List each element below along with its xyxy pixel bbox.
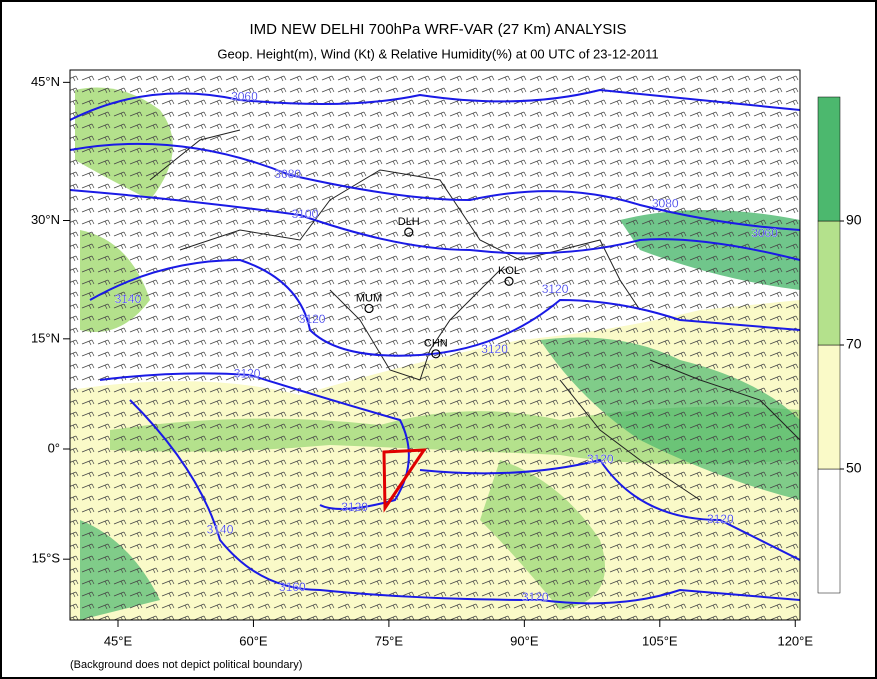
lon-tick-label: 120°E	[777, 633, 813, 648]
colorbar-band	[817, 96, 841, 222]
subtitle: Geop. Height(m), Wind (Kt) & Relative Hu…	[217, 46, 658, 61]
colorbar-band	[817, 468, 841, 594]
title: IMD NEW DELHI 700hPa WRF-VAR (27 Km) ANA…	[249, 21, 626, 38]
contour-label: 3120	[341, 500, 368, 514]
map-field	[70, 70, 800, 620]
city-marker	[504, 276, 514, 286]
contour-label: 3080	[652, 197, 679, 211]
lon-tick-label: 60°E	[239, 633, 268, 648]
city-marker	[404, 227, 414, 237]
map-border	[69, 69, 801, 621]
contour-label: 3140	[115, 292, 142, 306]
lon-tick-label: 75°E	[375, 633, 404, 648]
colorbar-band	[817, 220, 841, 346]
lat-tick-label: 15°N	[31, 330, 60, 345]
lat-tick-label: 45°N	[31, 74, 60, 89]
contour-label: 3060	[751, 226, 778, 240]
lon-tick-label: 90°E	[510, 633, 539, 648]
contour-label: 3100	[292, 207, 319, 221]
contour-label: 3160	[279, 580, 306, 594]
city-label: KOL	[498, 265, 520, 277]
contour-label: 3120	[587, 452, 614, 466]
city-marker	[431, 349, 441, 359]
city-label: CHN	[424, 338, 448, 350]
lon-tick-label: 45°E	[104, 633, 133, 648]
city-label: DLH	[398, 216, 420, 228]
contour-label: 3140	[207, 522, 234, 536]
footnote: (Background does not depict political bo…	[70, 659, 302, 671]
highlight-triangle	[382, 448, 427, 513]
city-label: MUM	[356, 292, 382, 304]
contour-label: 3120	[522, 590, 549, 604]
colorbar-band	[817, 344, 841, 470]
city-marker	[364, 303, 374, 314]
contour-label: 3120	[481, 342, 508, 356]
contour-label: 3120	[234, 367, 261, 381]
colorbar-label: 70	[846, 336, 862, 352]
lat-tick-label: 15°S	[32, 551, 61, 566]
contour-label: 3060	[231, 90, 258, 104]
colorbar-label: 50	[846, 460, 862, 476]
colorbar-label: 90	[846, 212, 862, 228]
contour-label: 3120	[299, 312, 326, 326]
lat-tick-label: 30°N	[31, 212, 60, 227]
lon-tick-label: 105°E	[642, 633, 678, 648]
contour-label: 3120	[707, 512, 734, 526]
contour-label: 3080	[274, 167, 301, 181]
contour-label: 3120	[542, 282, 569, 296]
lat-tick-label: 0°	[48, 440, 60, 455]
